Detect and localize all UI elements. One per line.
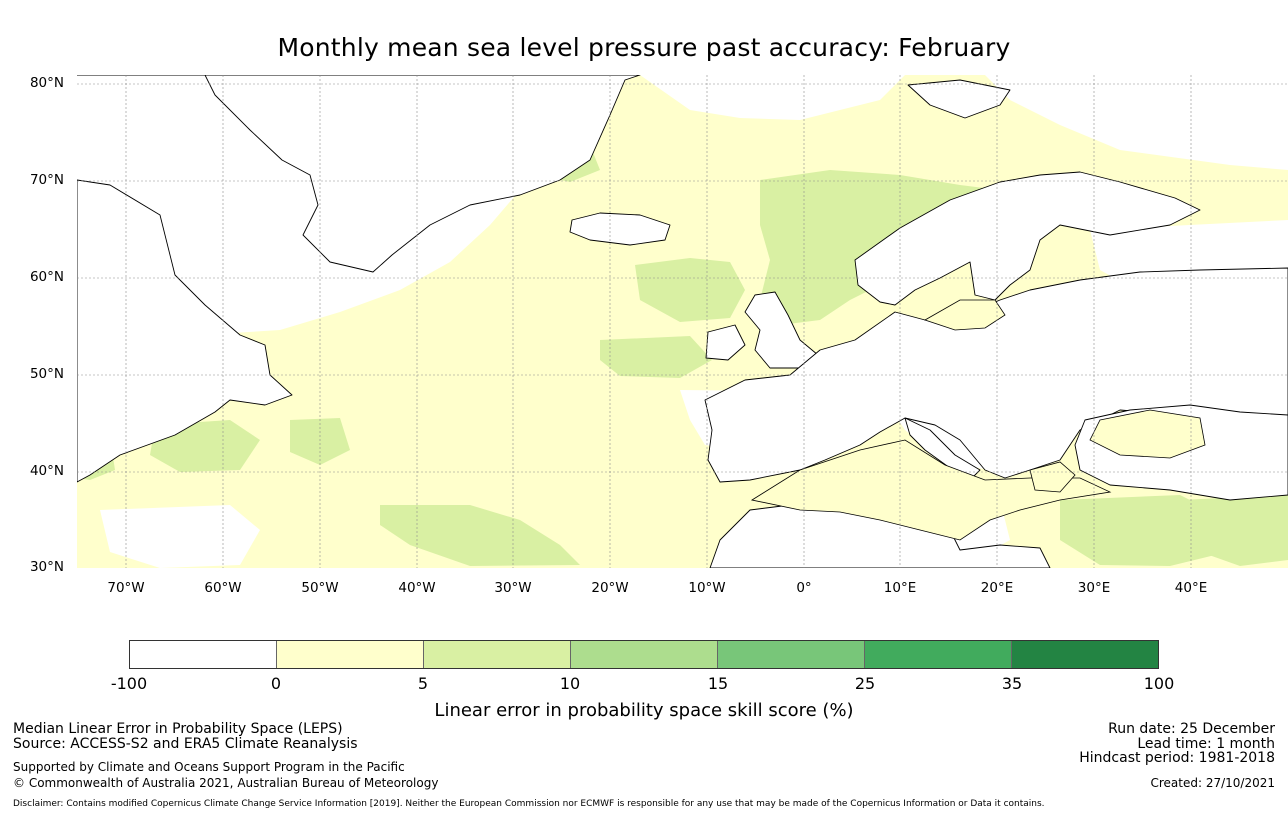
footer-method: Median Linear Error in Probability Space… <box>13 721 343 737</box>
iceland <box>569 212 671 246</box>
run-date: Run date: 25 December <box>1108 721 1275 737</box>
lon-label-70w: 70°W <box>107 580 145 596</box>
footer-source: Source: ACCESS-S2 and ERA5 Climate Reana… <box>13 736 358 752</box>
lon-label-30w: 30°W <box>494 580 532 596</box>
lon-label-50w: 50°W <box>301 580 339 596</box>
colorbar-label: Linear error in probability space skill … <box>434 700 854 721</box>
aegean-sea <box>1029 461 1076 493</box>
lon-label-40w: 40°W <box>398 580 436 596</box>
svalbard <box>907 79 1011 119</box>
colorbar-tick: -100 <box>110 674 148 693</box>
colorbar-segment <box>277 641 424 668</box>
mediterranean-sea <box>750 439 1112 541</box>
lat-label-80n: 80°N <box>29 75 64 91</box>
lon-label-0: 0° <box>796 580 812 596</box>
greenland <box>77 75 641 273</box>
created-date: Created: 27/10/2021 <box>1150 776 1275 790</box>
footer-copyright: © Commonwealth of Australia 2021, Austra… <box>13 776 439 790</box>
colorbar-segment <box>130 641 277 668</box>
lead-time: Lead time: 1 month <box>1137 736 1275 752</box>
ireland <box>705 324 746 361</box>
lon-label-30e: 30°E <box>1077 580 1111 596</box>
hindcast-period: Hindcast period: 1981-2018 <box>1079 750 1275 766</box>
lon-label-10w: 10°W <box>688 580 726 596</box>
europe-mainland <box>704 267 1288 483</box>
colorbar-segment <box>865 641 1012 668</box>
colorbar-tick: 35 <box>1001 674 1023 693</box>
lat-label-40n: 40°N <box>29 463 64 479</box>
colorbar-segment <box>1012 641 1158 668</box>
colorbar <box>129 640 1159 669</box>
colorbar-tick: 5 <box>417 674 429 693</box>
disclaimer: Disclaimer: Contains modified Copernicus… <box>13 799 1045 809</box>
lat-label-60n: 60°N <box>29 269 64 285</box>
lon-label-20e: 20°E <box>980 580 1014 596</box>
colorbar-tick: 100 <box>1143 674 1175 693</box>
footer-support: Supported by Climate and Oceans Support … <box>13 760 405 774</box>
lat-label-70n: 70°N <box>29 172 64 188</box>
inland-seas <box>750 299 1206 541</box>
map-title: Monthly mean sea level pressure past acc… <box>277 33 1011 62</box>
colorbar-segment <box>571 641 718 668</box>
lon-label-10e: 10°E <box>883 580 917 596</box>
colorbar-segment <box>424 641 571 668</box>
land-masses <box>77 75 1288 568</box>
scandinavia <box>854 171 1201 306</box>
graticule <box>77 75 1288 568</box>
baltic-sea <box>924 299 1006 331</box>
black-sea <box>1089 409 1206 459</box>
colorbar-segment <box>718 641 865 668</box>
lat-label-50n: 50°N <box>29 366 64 382</box>
colorbar-tick: 25 <box>854 674 876 693</box>
lon-label-40e: 40°E <box>1174 580 1208 596</box>
colorbar-tick: 0 <box>270 674 282 693</box>
colorbar-tick: 10 <box>559 674 581 693</box>
lon-label-20w: 20°W <box>591 580 629 596</box>
north-america <box>77 179 293 483</box>
colorbar-tick: 15 <box>707 674 729 693</box>
lat-label-30n: 30°N <box>29 559 64 575</box>
lon-label-60w: 60°W <box>204 580 242 596</box>
